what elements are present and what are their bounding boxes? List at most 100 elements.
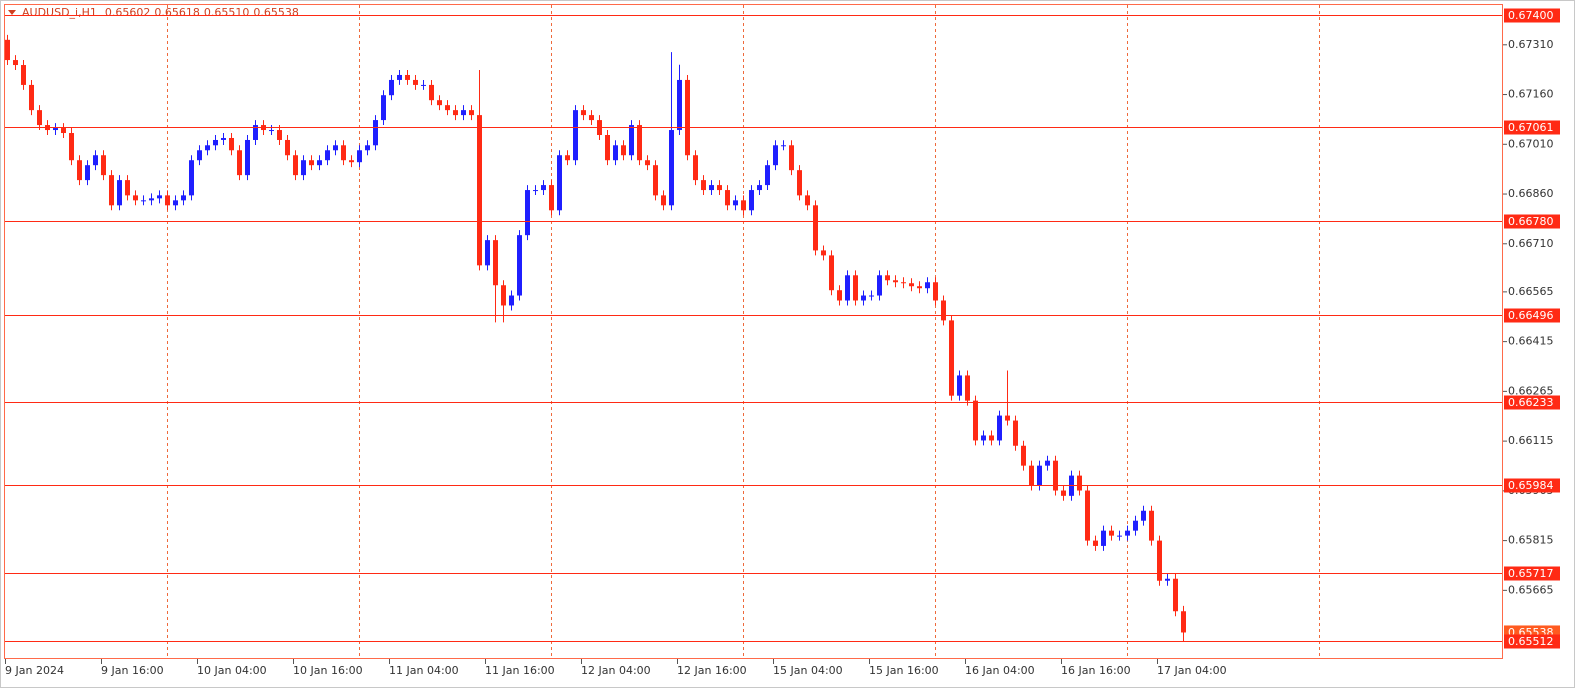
candle-body bbox=[1165, 578, 1170, 581]
y-tick-label: 0.65815 bbox=[1508, 534, 1554, 547]
candle-body bbox=[941, 300, 946, 321]
candle-body bbox=[413, 79, 418, 85]
candle-body bbox=[317, 160, 322, 166]
candle-body bbox=[517, 235, 522, 296]
candle-body bbox=[1037, 465, 1042, 486]
candle-body bbox=[693, 155, 698, 181]
candle-body bbox=[237, 150, 242, 176]
y-tick-label: 0.66710 bbox=[1508, 237, 1554, 250]
candle-body bbox=[773, 145, 778, 166]
candle-body bbox=[789, 145, 794, 171]
candle-body bbox=[821, 250, 826, 256]
candle-body bbox=[813, 205, 818, 251]
candle-body bbox=[93, 155, 98, 166]
candle-body bbox=[397, 74, 402, 80]
candle-body bbox=[349, 160, 354, 163]
candle-body bbox=[797, 170, 802, 196]
level-label: 0.66496 bbox=[1508, 309, 1554, 322]
candle-body bbox=[141, 200, 146, 202]
candle-body bbox=[749, 190, 754, 211]
candle-body bbox=[837, 290, 842, 301]
candle-body bbox=[1101, 530, 1106, 546]
candle-body bbox=[1093, 540, 1098, 546]
candle-body bbox=[29, 84, 34, 111]
candle-body bbox=[613, 145, 618, 161]
level-box bbox=[1504, 566, 1560, 581]
candle-body bbox=[677, 79, 682, 131]
candle-body bbox=[421, 84, 426, 86]
candle-body bbox=[933, 282, 938, 301]
candle-body bbox=[285, 139, 290, 156]
candle-body bbox=[173, 200, 178, 206]
x-tick-label: 9 Jan 16:00 bbox=[101, 664, 164, 677]
candle-body bbox=[1181, 611, 1186, 633]
candle-body bbox=[477, 115, 482, 266]
x-tick-label: 16 Jan 04:00 bbox=[965, 664, 1035, 677]
candle-body bbox=[157, 195, 162, 199]
candle-body bbox=[645, 160, 650, 166]
candle-body bbox=[653, 165, 658, 196]
candle-body bbox=[301, 160, 306, 176]
title-open: 0.65602 bbox=[105, 6, 151, 19]
candle-body bbox=[869, 295, 874, 297]
candle-body bbox=[1029, 465, 1034, 486]
candle-body bbox=[1125, 530, 1130, 536]
candle-body bbox=[309, 160, 314, 166]
plot-frame bbox=[4, 4, 1503, 659]
candle-body bbox=[957, 375, 962, 396]
x-tick-label: 16 Jan 16:00 bbox=[1061, 664, 1131, 677]
level-box bbox=[1504, 214, 1560, 229]
candle-body bbox=[845, 275, 850, 301]
level-box bbox=[1504, 634, 1560, 649]
candle-body bbox=[949, 320, 954, 396]
candle-body bbox=[1157, 540, 1162, 581]
candle-body bbox=[605, 135, 610, 161]
candle-body bbox=[389, 79, 394, 96]
candle-body bbox=[1053, 460, 1058, 491]
level-label: 0.65512 bbox=[1508, 635, 1554, 648]
candle-body bbox=[277, 130, 282, 140]
candle-body bbox=[85, 165, 90, 181]
candle-body bbox=[1149, 510, 1154, 541]
candle-body bbox=[661, 195, 666, 206]
level-box bbox=[1504, 8, 1560, 23]
candle-body bbox=[437, 100, 442, 106]
candle-body bbox=[877, 275, 882, 296]
candle-body bbox=[565, 155, 570, 161]
candle-body bbox=[781, 145, 786, 147]
candle-body bbox=[245, 139, 250, 176]
level-label: 0.67061 bbox=[1508, 121, 1554, 134]
candle-body bbox=[293, 155, 298, 176]
candle-body bbox=[509, 295, 514, 306]
candle-body bbox=[629, 125, 634, 156]
candle-body bbox=[829, 255, 834, 291]
x-tick-label: 9 Jan 2024 bbox=[5, 664, 64, 677]
candle-body bbox=[1013, 420, 1018, 446]
level-label: 0.66780 bbox=[1508, 215, 1554, 228]
candle-body bbox=[53, 128, 58, 131]
candle-body bbox=[885, 275, 890, 281]
level-box bbox=[1504, 395, 1560, 410]
y-tick-label: 0.67010 bbox=[1508, 137, 1554, 150]
title-close: 0.65538 bbox=[253, 6, 299, 19]
candle-body bbox=[709, 185, 714, 191]
level-label: 0.67400 bbox=[1508, 9, 1554, 22]
candle-body bbox=[765, 165, 770, 186]
candle-body bbox=[229, 137, 234, 151]
y-tick-label: 0.67310 bbox=[1508, 38, 1554, 51]
candle-body bbox=[77, 160, 82, 181]
candle-body bbox=[221, 137, 226, 140]
candle-body bbox=[1045, 460, 1050, 466]
candle-body bbox=[973, 400, 978, 441]
candle-body bbox=[909, 283, 914, 287]
candle-body bbox=[197, 150, 202, 161]
x-tick-label: 15 Jan 04:00 bbox=[773, 664, 843, 677]
candle-body bbox=[101, 155, 106, 176]
y-tick-label: 0.66415 bbox=[1508, 335, 1554, 348]
y-tick-label: 0.66860 bbox=[1508, 187, 1554, 200]
x-tick-label: 12 Jan 16:00 bbox=[677, 664, 747, 677]
candle-body bbox=[1173, 578, 1178, 612]
candle-body bbox=[213, 139, 218, 146]
chart-title-line: AUDUSD_i,H1 0.65602 0.65618 0.65510 0.65538 bbox=[22, 6, 299, 19]
